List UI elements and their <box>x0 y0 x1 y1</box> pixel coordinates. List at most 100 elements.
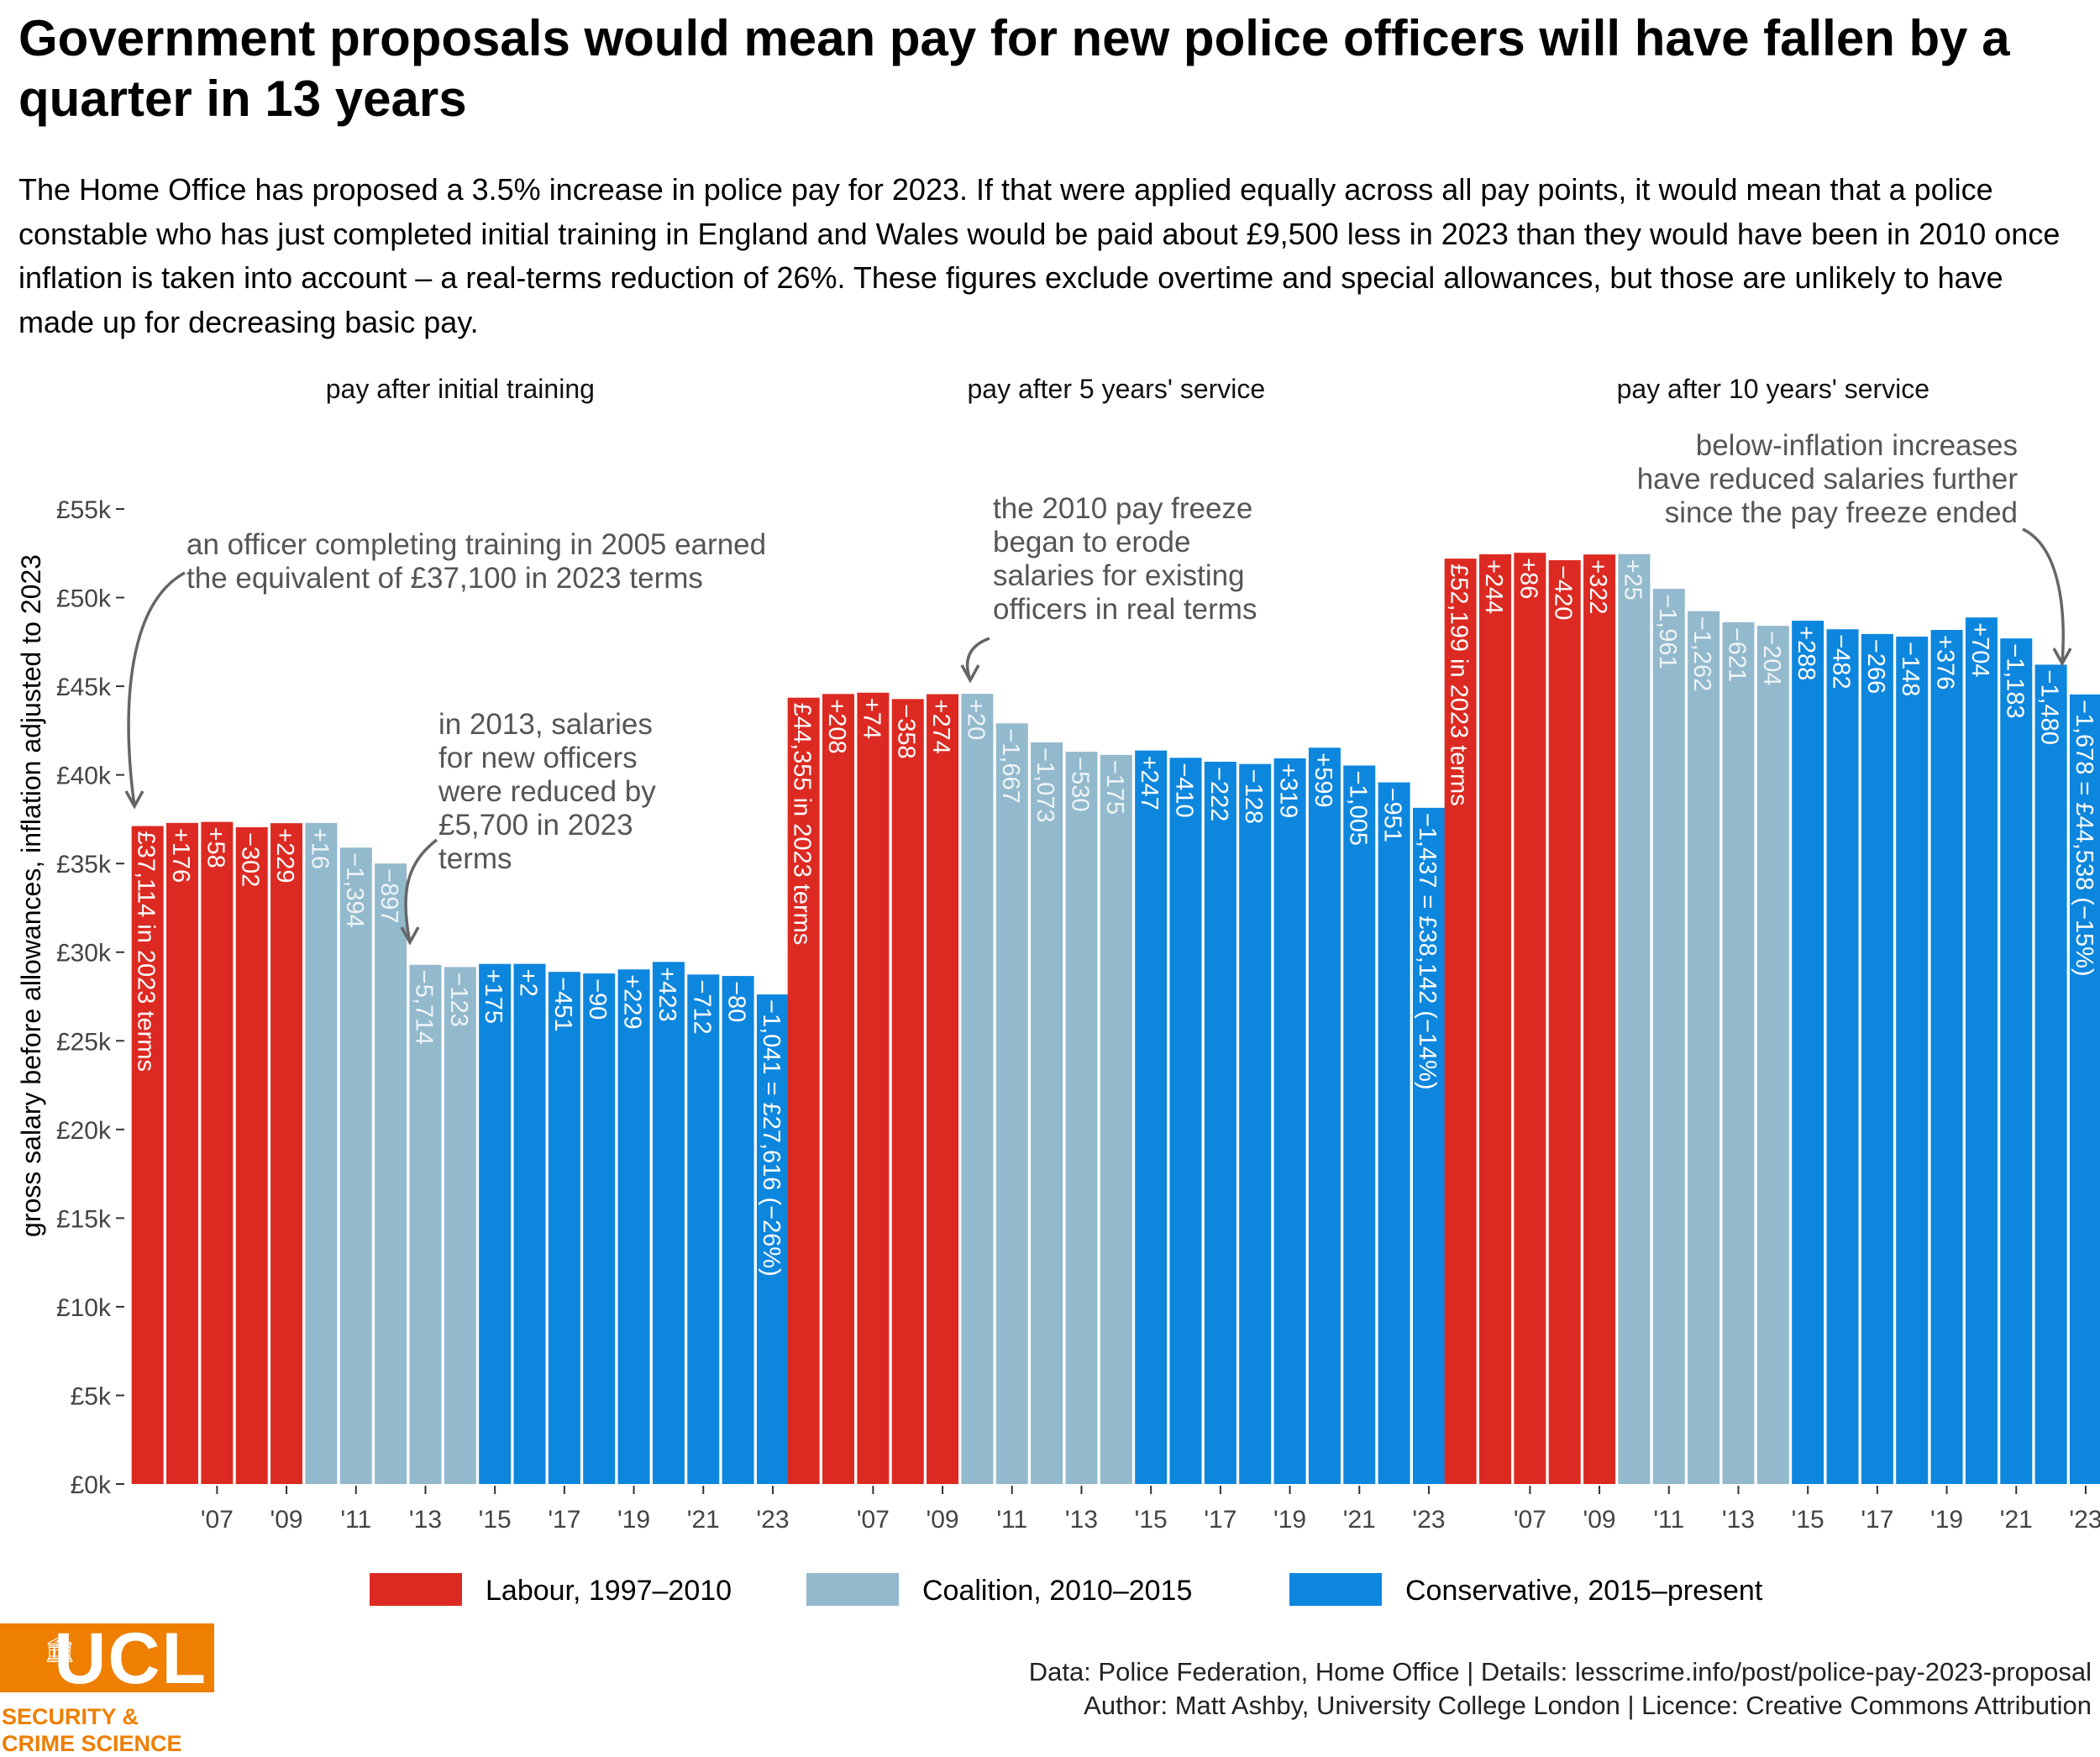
annotation-line: £5,700 in 2023 <box>438 809 633 842</box>
bar-label-2007: +74 <box>858 698 885 739</box>
x-tick-label: '15 <box>479 1506 512 1534</box>
bar-2008 <box>1548 560 1581 1484</box>
bar-label-2015: +175 <box>480 969 507 1024</box>
bar-label-2010: +20 <box>962 699 989 740</box>
annotation-line: since the pay freeze ended <box>1665 496 2018 529</box>
bar-label-2013: −530 <box>1066 757 1093 811</box>
panel-title: pay after initial training <box>326 374 595 404</box>
x-tick-label: '07 <box>201 1506 234 1534</box>
bar-2008 <box>235 826 268 1484</box>
bar-2022 <box>1378 782 1410 1484</box>
arrow-head-icon <box>2052 648 2072 667</box>
legend-swatch <box>1289 1573 1382 1606</box>
bar-2006 <box>1479 553 1512 1484</box>
y-tick-label: £5k <box>71 1382 112 1410</box>
bar-label-2017: −266 <box>1862 639 1889 694</box>
bar-label-2005: £52,199 in 2023 terms <box>1446 564 1473 806</box>
bar-label-2012: −1,262 <box>1688 616 1715 692</box>
bar-label-2022: −951 <box>1379 788 1406 842</box>
bar-2017 <box>1861 633 1893 1484</box>
bar-2021 <box>687 974 720 1484</box>
bar-label-2019: +376 <box>1932 635 1959 690</box>
bar-label-2016: −410 <box>1171 763 1198 817</box>
annotation-line: officers in real terms <box>993 593 1257 626</box>
bar-2021 <box>2000 638 2033 1484</box>
ucl-logo: 🏛 UCL SECURITY & CRIME SCIENCE <box>0 1618 218 1756</box>
annotation-line: salaries for existing <box>993 559 1245 592</box>
x-tick-label: '13 <box>409 1506 442 1534</box>
x-tick-label: '21 <box>1343 1506 1376 1534</box>
x-tick-label: '23 <box>756 1506 789 1534</box>
bar-label-2017: −222 <box>1205 767 1232 821</box>
bar-label-2014: −204 <box>1758 631 1785 685</box>
x-tick-label: '11 <box>996 1506 1027 1534</box>
bar-2009 <box>270 823 303 1484</box>
logo-wordmark: UCL <box>54 1618 207 1699</box>
arrow-head-icon <box>400 926 420 946</box>
bar-label-2007: +86 <box>1515 558 1541 599</box>
bar-2021 <box>1343 765 1376 1484</box>
bar-label-2016: −482 <box>1828 634 1855 689</box>
bar-label-2022: −1,480 <box>2036 669 2063 745</box>
x-tick-label: '23 <box>2069 1506 2100 1534</box>
y-tick-label: £10k <box>56 1294 112 1322</box>
panel-title: pay after 5 years' service <box>967 374 1265 404</box>
x-tick-label: '17 <box>1204 1506 1236 1534</box>
legend-item-coalition: Coalition, 2010–2015 <box>806 1573 1192 1607</box>
bar-label-2005: £44,355 in 2023 terms <box>789 703 816 946</box>
bar-2007 <box>201 821 234 1484</box>
annotation-arrow <box>2022 527 2065 664</box>
legend-swatch <box>806 1573 899 1606</box>
bar-2023 <box>2069 694 2100 1484</box>
bar-2012 <box>1688 611 1720 1485</box>
legend-item-labour: Labour, 1997–2010 <box>370 1573 732 1607</box>
bar-label-2006: +244 <box>1480 559 1507 614</box>
x-tick-label: '07 <box>1514 1506 1546 1534</box>
bar-2006 <box>166 822 199 1484</box>
bar-2017 <box>1204 761 1236 1484</box>
bar-label-2019: +319 <box>1275 763 1302 818</box>
bar-2020 <box>652 962 685 1484</box>
bar-label-2020: +599 <box>1310 753 1336 807</box>
bar-label-2021: −712 <box>688 979 715 1034</box>
bar-2015 <box>1792 621 1824 1484</box>
bar-2010 <box>1618 553 1651 1484</box>
bar-label-2007: +58 <box>202 827 228 868</box>
bar-2023 <box>1412 807 1445 1484</box>
bar-label-2016: +2 <box>515 969 542 997</box>
bar-label-2009: +322 <box>1584 559 1611 614</box>
panel-2: pay after 5 years' service £44,355 in 202… <box>787 374 1446 1534</box>
x-tick-label: '19 <box>1273 1506 1306 1534</box>
logo-line-1: SECURITY & <box>2 1704 139 1729</box>
legend-label: Conservative, 2015–present <box>1405 1575 1763 1607</box>
bar-2019 <box>1930 630 1963 1484</box>
bar-label-2005: £37,114 in 2023 terms <box>133 831 160 1072</box>
bar-label-2023: −1,678 = £44,538 (−15%) <box>2071 700 2097 977</box>
bar-label-2008: −302 <box>237 832 264 887</box>
bar-label-2021: −1,183 <box>2001 643 2028 719</box>
bar-2012 <box>375 863 407 1484</box>
bar-2016 <box>1169 758 1202 1484</box>
bar-2014 <box>1100 754 1132 1484</box>
y-tick-label: £30k <box>56 940 112 968</box>
x-tick-label: '23 <box>1412 1506 1445 1534</box>
footer-data-source: Data: Police Federation, Home Office | D… <box>1028 1657 2092 1686</box>
y-tick-label: £15k <box>56 1205 112 1233</box>
y-tick-label: £50k <box>56 585 112 613</box>
bar-2011 <box>1652 589 1685 1484</box>
bar-2014 <box>444 967 476 1484</box>
y-tick-label: £55k <box>56 496 112 524</box>
bar-2007 <box>857 692 890 1484</box>
annotation-1: an officer completing training in 2005 e… <box>124 528 766 810</box>
x-tick-label: '17 <box>1861 1506 1893 1534</box>
bar-2016 <box>1826 629 1859 1484</box>
y-axis-title: gross salary before allowances, inflatio… <box>16 554 46 1237</box>
bar-label-2013: −621 <box>1723 627 1750 682</box>
legend-item-conservative: Conservative, 2015–present <box>1289 1573 1763 1607</box>
x-tick-label: '15 <box>1792 1506 1824 1534</box>
bar-label-2017: −451 <box>549 977 576 1031</box>
x-tick-label: '21 <box>2000 1506 2033 1534</box>
y-axis: £0k £5k £10k £15k £20k £25k £30k £35k £40k £45k £5… <box>16 496 124 1499</box>
y-tick-label: £45k <box>56 674 112 701</box>
